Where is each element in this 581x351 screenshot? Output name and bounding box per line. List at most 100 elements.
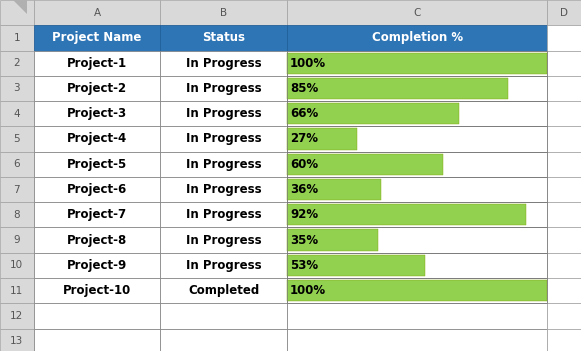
Bar xyxy=(34,51,160,76)
Bar xyxy=(287,25,547,51)
Bar xyxy=(547,227,581,253)
Bar xyxy=(0,101,34,126)
Bar xyxy=(160,278,287,303)
Bar xyxy=(287,0,547,25)
Bar xyxy=(160,25,287,51)
Text: Project-2: Project-2 xyxy=(67,82,127,95)
Text: 3: 3 xyxy=(13,84,20,93)
Bar xyxy=(0,253,34,278)
Text: 8: 8 xyxy=(13,210,20,220)
Bar xyxy=(287,280,547,301)
Bar xyxy=(547,329,581,351)
Bar xyxy=(0,177,34,202)
Text: In Progress: In Progress xyxy=(186,57,261,70)
Polygon shape xyxy=(13,0,27,14)
Text: Project-8: Project-8 xyxy=(67,233,127,247)
Bar xyxy=(547,126,581,152)
Bar xyxy=(0,227,34,253)
Bar xyxy=(287,227,547,253)
Bar xyxy=(160,152,287,177)
Text: Status: Status xyxy=(202,31,245,45)
Bar xyxy=(0,152,34,177)
Text: 13: 13 xyxy=(10,336,23,346)
Text: 11: 11 xyxy=(10,286,23,296)
Bar xyxy=(287,255,425,276)
Bar xyxy=(34,152,160,177)
Bar xyxy=(287,126,547,152)
Text: 100%: 100% xyxy=(290,57,326,70)
Bar xyxy=(287,204,526,225)
Bar xyxy=(287,202,547,227)
Bar xyxy=(547,278,581,303)
Bar xyxy=(547,152,581,177)
Bar xyxy=(34,0,160,25)
Bar xyxy=(34,126,160,152)
Text: 100%: 100% xyxy=(290,284,326,297)
Text: A: A xyxy=(94,8,101,18)
Text: 85%: 85% xyxy=(290,82,318,95)
Text: Project-10: Project-10 xyxy=(63,284,131,297)
Text: 35%: 35% xyxy=(290,233,318,247)
Bar xyxy=(547,101,581,126)
Text: B: B xyxy=(220,8,227,18)
Text: C: C xyxy=(414,8,421,18)
Text: Project-3: Project-3 xyxy=(67,107,127,120)
Text: 27%: 27% xyxy=(290,132,318,146)
Bar xyxy=(34,101,160,126)
Bar xyxy=(34,202,160,227)
Bar xyxy=(0,126,34,152)
Bar xyxy=(160,101,287,126)
Bar xyxy=(34,227,160,253)
Bar xyxy=(160,202,287,227)
Bar xyxy=(547,0,581,25)
Text: D: D xyxy=(560,8,568,18)
Bar xyxy=(34,303,160,329)
Text: In Progress: In Progress xyxy=(186,158,261,171)
Bar xyxy=(547,177,581,202)
Text: 36%: 36% xyxy=(290,183,318,196)
Bar xyxy=(0,25,34,51)
Text: 9: 9 xyxy=(13,235,20,245)
Text: 53%: 53% xyxy=(290,259,318,272)
Text: Project-4: Project-4 xyxy=(67,132,127,146)
Bar xyxy=(547,25,581,51)
Text: Project-5: Project-5 xyxy=(67,158,127,171)
Bar xyxy=(287,253,547,278)
Bar xyxy=(34,177,160,202)
Bar xyxy=(160,303,287,329)
Text: In Progress: In Progress xyxy=(186,82,261,95)
Bar xyxy=(287,154,443,175)
Bar xyxy=(0,51,34,76)
Bar xyxy=(287,152,547,177)
Bar xyxy=(287,53,547,74)
Bar xyxy=(287,101,547,126)
Bar xyxy=(0,278,34,303)
Text: In Progress: In Progress xyxy=(186,107,261,120)
Text: Project-6: Project-6 xyxy=(67,183,127,196)
Bar xyxy=(547,303,581,329)
Bar xyxy=(287,126,547,152)
Bar xyxy=(287,128,357,150)
Text: In Progress: In Progress xyxy=(186,132,261,146)
Bar xyxy=(287,253,547,278)
Bar xyxy=(287,177,547,202)
Text: 66%: 66% xyxy=(290,107,318,120)
Bar xyxy=(287,103,459,124)
Bar xyxy=(287,78,508,99)
Text: In Progress: In Progress xyxy=(186,208,261,221)
Bar xyxy=(160,253,287,278)
Bar xyxy=(287,303,547,329)
Bar xyxy=(34,329,160,351)
Text: Project-7: Project-7 xyxy=(67,208,127,221)
Text: 92%: 92% xyxy=(290,208,318,221)
Bar xyxy=(287,329,547,351)
Bar xyxy=(160,51,287,76)
Bar xyxy=(287,227,547,253)
Text: 5: 5 xyxy=(13,134,20,144)
Bar xyxy=(160,329,287,351)
Text: In Progress: In Progress xyxy=(186,233,261,247)
Bar xyxy=(34,76,160,101)
Bar xyxy=(160,126,287,152)
Bar xyxy=(160,177,287,202)
Bar xyxy=(287,51,547,76)
